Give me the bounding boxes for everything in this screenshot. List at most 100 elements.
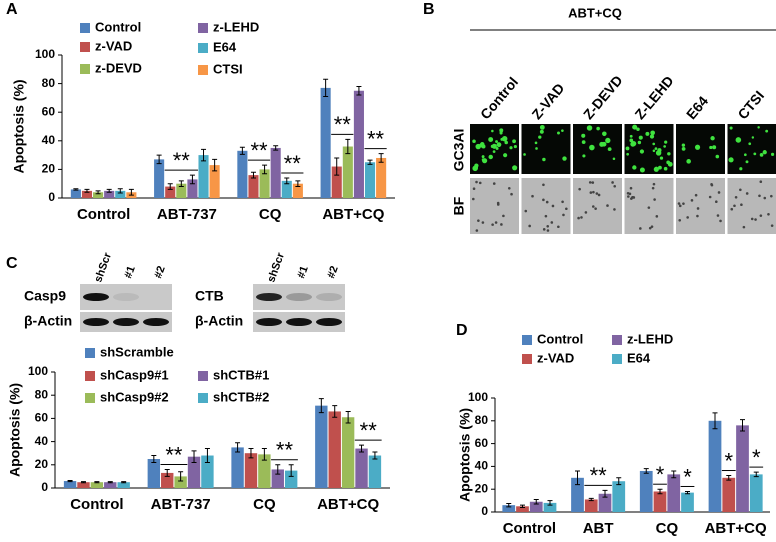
- error-bar: [156, 154, 162, 165]
- error-bar: [191, 450, 197, 463]
- bar: [248, 175, 259, 198]
- bf-cell: [551, 204, 555, 208]
- error-bar: [657, 488, 663, 495]
- bar-chart: Apoptosis (%) 0 20 40 60 80 100 Control ABT CQ ABT…: [457, 331, 770, 537]
- error-bar: [356, 85, 362, 96]
- row-label: GC3AI: [451, 129, 467, 172]
- significance-mark: **: [590, 463, 608, 488]
- brightfield-image: [573, 178, 622, 234]
- bf-cell: [648, 226, 652, 230]
- error-bar: [94, 481, 100, 484]
- x-tick-label: CQ: [656, 520, 679, 537]
- bar: [653, 491, 667, 512]
- cell-dot: [499, 131, 503, 135]
- bf-cell: [759, 214, 763, 217]
- legend-label: Control: [537, 331, 583, 346]
- legend-swatch: [612, 354, 622, 364]
- bf-cell: [502, 214, 505, 218]
- cell-dot: [638, 135, 643, 140]
- bf-cell: [524, 209, 528, 213]
- significance-mark: *: [752, 445, 761, 470]
- cell-dot: [512, 139, 516, 144]
- bar: [259, 169, 270, 198]
- bf-cell: [613, 184, 617, 188]
- bar: [70, 189, 81, 198]
- significance-mark: *: [683, 464, 692, 489]
- y-tick-label: 40: [35, 434, 49, 448]
- y-tick-label: 0: [41, 480, 48, 494]
- cell-dot: [712, 145, 717, 150]
- cell-dot: [612, 157, 616, 161]
- bf-cell: [650, 225, 654, 228]
- error-bar: [273, 145, 279, 151]
- panel-label: B: [423, 1, 435, 18]
- bar: [315, 405, 328, 488]
- x-tick-label: ABT: [583, 520, 614, 537]
- cell-dot: [653, 166, 659, 172]
- column-label: Control: [477, 74, 521, 122]
- significance-mark: *: [724, 448, 733, 473]
- cell-dot: [513, 145, 517, 149]
- x-tick-label: ABT+CQ: [705, 520, 767, 537]
- error-bar: [671, 470, 677, 479]
- cell-dot: [596, 126, 600, 131]
- band: [143, 318, 169, 326]
- bf-cell: [696, 214, 699, 218]
- legend-label: z-VAD: [537, 350, 574, 365]
- cell-dot: [757, 126, 760, 129]
- cell-dot: [751, 136, 755, 139]
- error-bar: [80, 481, 86, 484]
- brightfield-image: [624, 178, 674, 234]
- cell-dot: [663, 166, 668, 171]
- bar: [176, 183, 187, 198]
- bf-cell: [475, 229, 479, 232]
- fluorescence-image: [521, 124, 571, 174]
- error-bar: [372, 451, 378, 460]
- brightfield-image: [676, 178, 725, 234]
- legend-label: E64: [213, 39, 237, 54]
- cell-dot: [639, 167, 645, 173]
- bf-cell: [734, 195, 738, 199]
- cell-dot: [491, 129, 494, 133]
- blot-label: β-Actin: [195, 313, 243, 329]
- cell-dot: [632, 124, 638, 130]
- cell-dot: [770, 152, 775, 156]
- bar: [198, 155, 209, 198]
- error-bar: [201, 148, 207, 162]
- bf-cell: [500, 223, 503, 226]
- brightfield-image: [470, 178, 519, 234]
- panel-label: C: [6, 255, 18, 272]
- cell-dot: [650, 130, 656, 136]
- bar: [201, 455, 214, 488]
- y-tick-label: 0: [48, 190, 55, 204]
- cell-dot: [534, 141, 538, 145]
- bar: [341, 417, 355, 488]
- cell-dot: [499, 128, 504, 133]
- legend-swatch: [85, 393, 95, 403]
- error-bar: [151, 455, 157, 463]
- significance-mark: **: [360, 418, 378, 443]
- bar: [353, 90, 364, 198]
- bar: [104, 190, 115, 198]
- error-bar: [506, 502, 512, 508]
- panel-label: A: [6, 1, 18, 18]
- legend-swatch: [522, 354, 532, 364]
- bf-cell: [759, 180, 763, 184]
- cell-dot: [557, 131, 560, 135]
- error-bar: [178, 180, 184, 188]
- significance-mark: *: [656, 462, 665, 487]
- bf-cell: [678, 219, 682, 222]
- y-tick-label: 0: [481, 504, 488, 518]
- bf-cell: [715, 200, 718, 204]
- y-tick-label: 60: [42, 104, 56, 118]
- x-tick-label: ABT+CQ: [317, 496, 379, 513]
- fluorescence-image: [624, 124, 674, 174]
- bf-cell: [740, 203, 743, 207]
- cell-dot: [657, 165, 662, 170]
- bf-cell: [708, 195, 712, 199]
- bar: [154, 159, 165, 198]
- images-title: ABT+CQ: [568, 5, 622, 20]
- bar: [117, 482, 130, 488]
- bf-cell: [531, 194, 534, 198]
- bf-cell: [696, 207, 700, 210]
